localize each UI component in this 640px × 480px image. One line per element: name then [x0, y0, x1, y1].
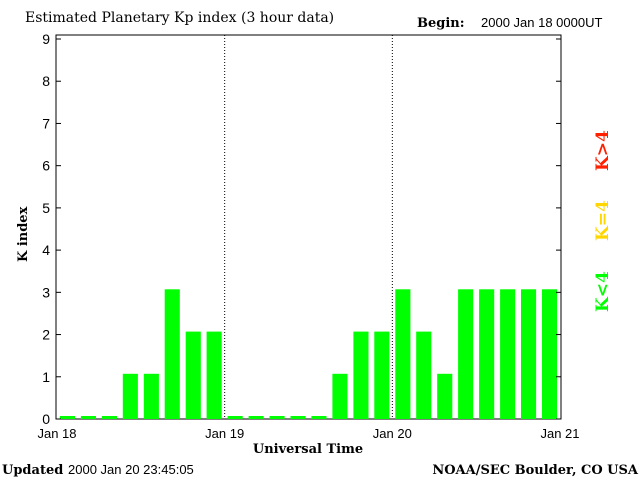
kp-bar	[437, 373, 453, 419]
plot-frame	[55, 34, 562, 420]
x-tick-label: Jan 19	[205, 426, 244, 441]
kp-bar	[416, 331, 432, 419]
kp-bar	[206, 331, 222, 419]
legend-k-equal-4: K=4	[593, 200, 613, 241]
kp-bar	[290, 416, 306, 419]
y-tick-label: 3	[42, 284, 50, 300]
kp-bar	[311, 416, 327, 419]
kp-bar	[248, 416, 264, 419]
kp-bar	[521, 289, 537, 419]
x-tick-label: Jan 20	[373, 426, 412, 441]
begin-value: 2000 Jan 18 0000UT	[481, 15, 602, 30]
legend-k-less-4: K<4	[593, 271, 613, 312]
updated-label: Updated	[2, 463, 63, 478]
legend-k-greater-4: K>4	[593, 130, 613, 171]
kp-bar	[332, 373, 348, 419]
y-tick-label: 5	[42, 200, 50, 216]
y-axis-ticks: 0 1 2 3 4 5 6 7 8 9	[42, 31, 561, 427]
x-axis-ticks: Jan 18 Jan 19 Jan 20 Jan 21	[37, 426, 579, 441]
kp-bar	[395, 289, 411, 419]
x-tick-label: Jan 21	[540, 426, 579, 441]
y-tick-label: 4	[42, 242, 50, 258]
kp-bar	[542, 289, 558, 419]
begin-label: Begin:	[417, 16, 465, 31]
y-tick-label: 8	[42, 73, 50, 89]
kp-bar	[353, 331, 369, 419]
kp-bar	[227, 416, 243, 419]
kp-bar	[374, 331, 390, 419]
y-tick-label: 2	[42, 327, 50, 343]
y-tick-label: 1	[42, 369, 50, 385]
kp-bar	[59, 416, 75, 419]
kp-bar	[164, 289, 180, 419]
kp-bar	[458, 289, 474, 419]
x-axis-label: Universal Time	[253, 442, 363, 457]
kp-bar	[80, 416, 96, 419]
updated-value: 2000 Jan 20 23:45:05	[68, 462, 194, 477]
kp-bar	[143, 373, 159, 419]
y-tick-label: 0	[42, 411, 50, 427]
y-tick-label: 6	[42, 158, 50, 174]
kp-bar	[101, 416, 117, 419]
kp-bar	[500, 289, 516, 419]
kp-bar	[122, 373, 138, 419]
day-grid-lines	[224, 35, 393, 419]
chart-title: Estimated Planetary Kp index (3 hour dat…	[25, 10, 334, 26]
kp-bar	[479, 289, 495, 419]
y-axis-label: K index	[16, 206, 31, 262]
y-tick-label: 9	[42, 31, 50, 47]
x-tick-label: Jan 18	[37, 426, 76, 441]
y-tick-label: 7	[42, 115, 50, 131]
kp-bars	[59, 289, 558, 419]
source-credit: NOAA/SEC Boulder, CO USA	[432, 463, 639, 478]
kp-bar	[185, 331, 201, 419]
kp-bar	[269, 416, 285, 419]
